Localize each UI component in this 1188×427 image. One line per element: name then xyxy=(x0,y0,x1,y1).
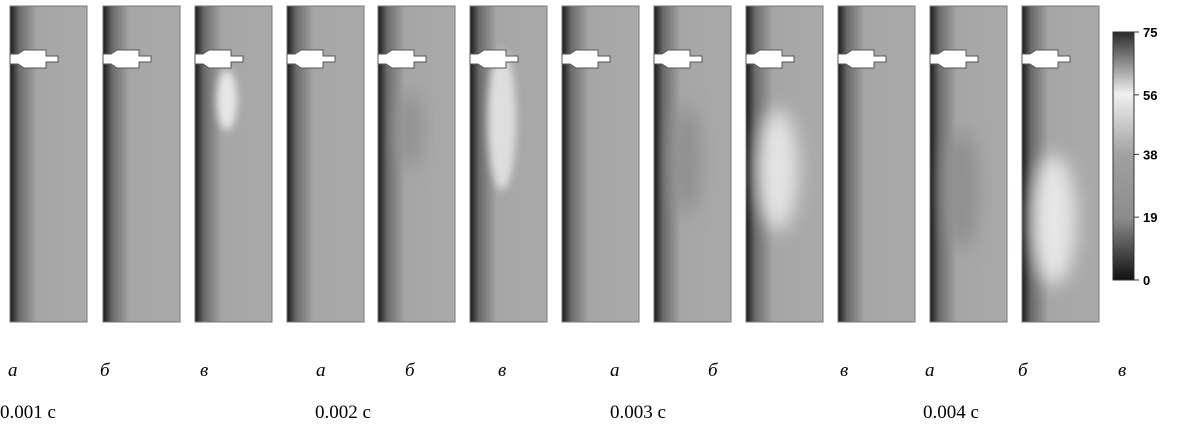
simulation-panel xyxy=(286,5,365,323)
nozzle xyxy=(653,49,703,69)
plume xyxy=(217,70,237,130)
simulation-panel xyxy=(653,5,732,323)
nozzle xyxy=(286,49,336,69)
nozzle xyxy=(469,49,519,69)
panel-label: б xyxy=(100,360,111,381)
time-label: 0.001 с xyxy=(0,402,56,423)
time-label: 0.003 с xyxy=(610,402,666,423)
nozzle xyxy=(561,49,611,69)
simulation-panel xyxy=(102,5,181,323)
simulation-panel xyxy=(837,5,916,323)
simulation-panel xyxy=(1021,5,1100,323)
panel-label: в xyxy=(1118,360,1126,381)
panel-label: в xyxy=(200,360,208,381)
panel-label: б xyxy=(405,360,416,381)
time-label: 0.002 с xyxy=(315,402,371,423)
nozzle xyxy=(837,49,887,69)
panel-label: а xyxy=(610,360,620,381)
plume xyxy=(758,110,798,230)
nozzle xyxy=(377,49,427,69)
colorbar-tick-label: 56 xyxy=(1143,88,1157,103)
simulation-panel xyxy=(561,5,640,323)
colorbar-tick-label: 19 xyxy=(1143,210,1157,225)
plume xyxy=(398,90,422,170)
panel-label: а xyxy=(925,360,935,381)
panel-label: б xyxy=(708,360,719,381)
nozzle xyxy=(929,49,979,69)
plume xyxy=(1032,155,1076,285)
time-label: 0.004 с xyxy=(923,402,979,423)
simulation-panel xyxy=(377,5,456,323)
colorbar-tick-label: 75 xyxy=(1143,25,1157,40)
panel-label: в xyxy=(840,360,848,381)
nozzle xyxy=(9,49,59,69)
plume xyxy=(672,105,700,215)
panel-label: в xyxy=(498,360,506,381)
panel-label: а xyxy=(316,360,326,381)
simulation-panel xyxy=(469,5,548,323)
nozzle xyxy=(194,49,244,69)
colorbar xyxy=(1112,31,1135,281)
simulation-panel xyxy=(745,5,824,323)
colorbar-tick-label: 38 xyxy=(1143,147,1157,162)
nozzle xyxy=(102,49,152,69)
plume xyxy=(946,130,978,250)
plume xyxy=(488,50,516,190)
simulation-panel xyxy=(194,5,273,323)
simulation-panel xyxy=(929,5,1008,323)
colorbar-tick-label: 0 xyxy=(1143,273,1150,288)
panel-label: б xyxy=(1018,360,1029,381)
simulation-panel xyxy=(9,5,88,323)
nozzle xyxy=(1021,49,1071,69)
nozzle xyxy=(745,49,795,69)
panel-label: а xyxy=(8,360,18,381)
